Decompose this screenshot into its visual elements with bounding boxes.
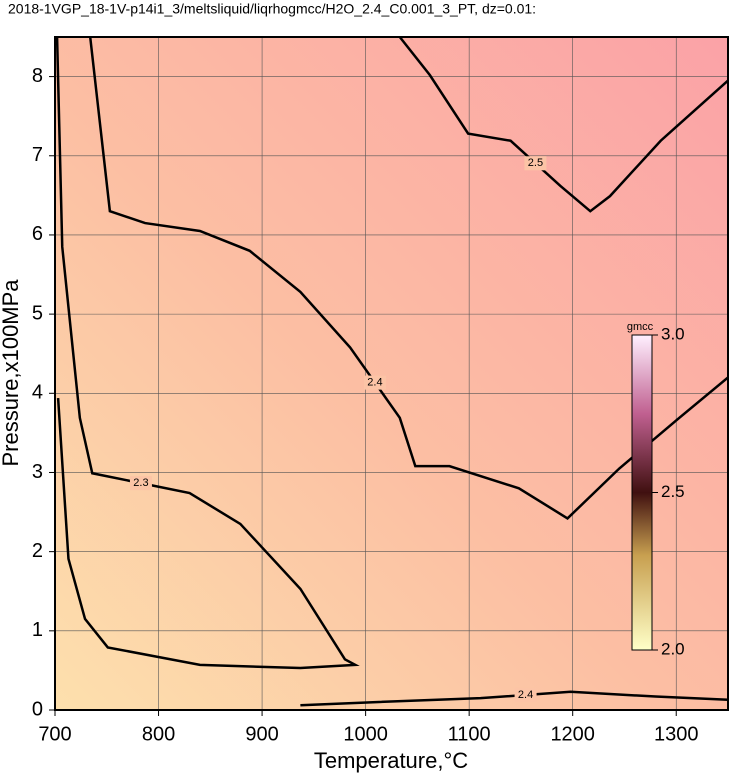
contour-label-bg [514,687,537,702]
x-tick-label: 1200 [550,723,595,745]
colorbar-label: gmcc [627,321,654,333]
plot-frame [54,36,729,711]
contour-label-bg [363,375,386,390]
colorbar [631,334,653,651]
contour-label: 2.4 [367,377,382,389]
grid [54,37,728,711]
x-tick-label: 900 [245,723,278,745]
x-tick-label: 1100 [448,723,491,745]
y-tick-label: 5 [32,302,43,324]
contours: 2.3 2.4 2.4 2.5 [55,36,729,707]
contour-label-bg [524,156,547,171]
x-tick-label: 1000 [343,723,388,745]
y-tick-label: 6 [32,223,43,245]
contour-label: 2.5 [528,157,543,169]
contour-label-bg [129,476,152,491]
plot-background [55,37,728,710]
y-axis-label: Pressure,x100MPa [0,279,23,467]
x-tick-label: 1300 [654,723,699,745]
contour-label: 2.3 [133,477,148,489]
contour-line [88,36,729,520]
contour-label: 2.4 [518,689,533,701]
y-tick-label: 1 [32,619,43,641]
y-tick-label: 8 [32,65,43,87]
y-tick-label: 0 [32,698,43,720]
colorbar-tick-label: 2.5 [661,482,685,501]
x-tick-label: 800 [142,723,175,745]
y-tick-label: 7 [32,144,43,166]
colorbar-tick-label: 3.0 [661,324,685,343]
chart-title: 2018-1VGP_18-1V-p14i1_3/meltsliquid/liqr… [8,1,536,17]
x-axis-label: Temperature,°C [314,748,468,773]
y-tick-label: 4 [32,382,43,404]
x-tick-label: 700 [38,723,71,745]
contour-line [398,36,729,213]
colorbar-tick-label: 2.0 [661,639,685,658]
y-tick-label: 2 [32,540,43,562]
contour-line [55,36,360,670]
y-tick-label: 3 [32,461,43,483]
